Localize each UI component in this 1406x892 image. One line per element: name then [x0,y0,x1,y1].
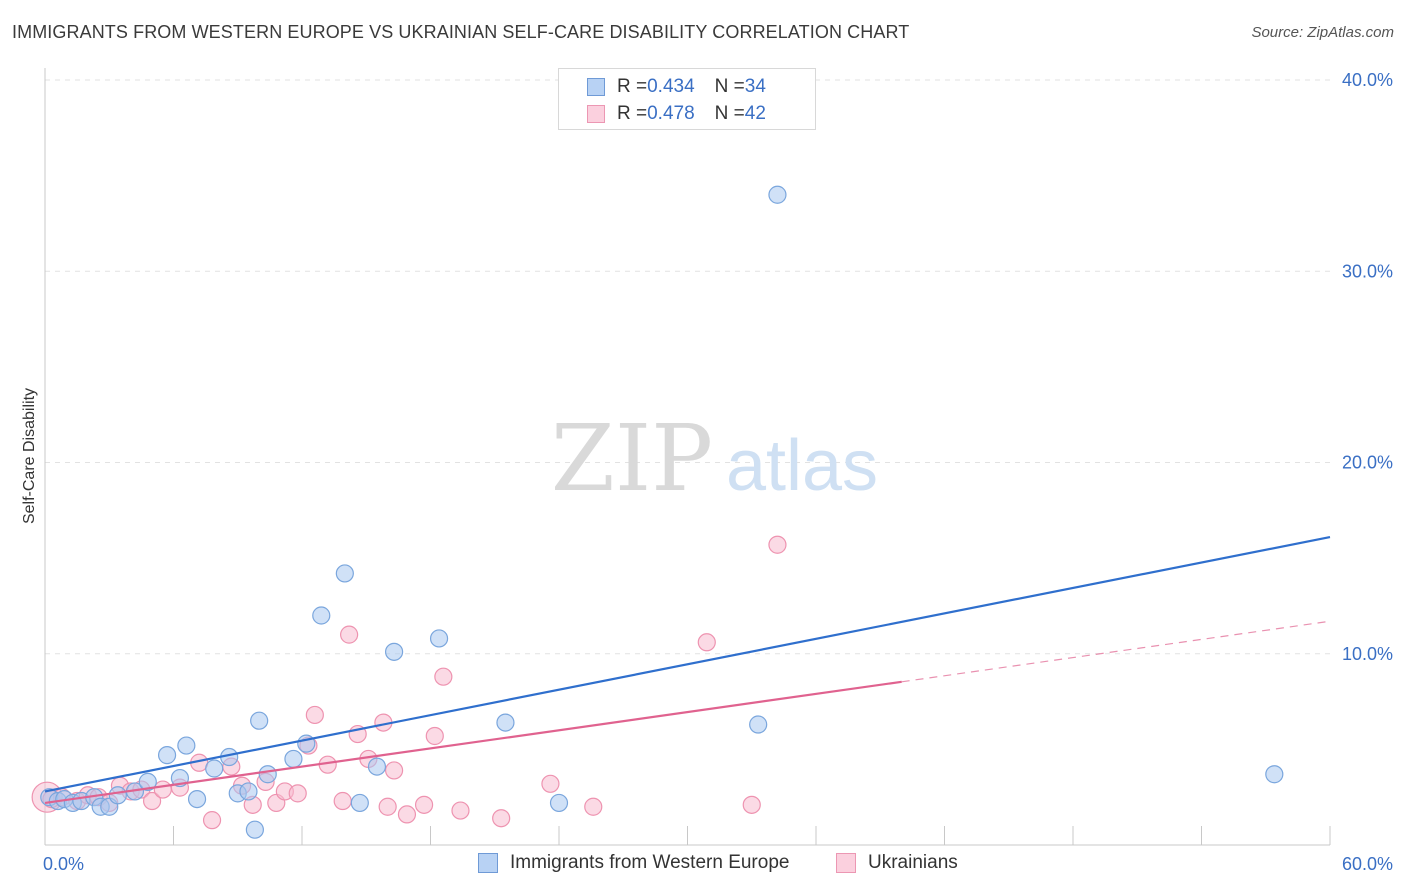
data-point [742,795,761,814]
data-point [153,780,172,799]
axes [44,68,1331,846]
n-label: N = [714,103,745,124]
n-value: 42 [744,103,766,124]
data-point [205,759,224,778]
pink-swatch [587,105,605,123]
data-point [333,791,352,811]
data-point [367,757,387,776]
data-point [384,761,404,780]
legend-label: Immigrants from Western Europe [510,852,790,873]
data-point [749,715,768,734]
n-value: 34 [744,76,766,97]
data-point [108,786,127,805]
data-point [434,667,453,686]
data-point [157,746,177,765]
data-point [187,789,207,809]
r-label: R = [617,103,648,124]
trend-line-ukrainians [44,680,902,805]
legend-row-ukrainians: R = 0.478 N = 42 [587,102,766,126]
data-point [768,185,787,204]
y-tick-label: 10.0% [1342,644,1393,664]
legend-label: Ukrainians [868,852,958,873]
blue-swatch [587,78,605,96]
data-point [549,793,569,813]
data-point [496,713,515,732]
watermark: ZIP atlas [551,405,878,512]
data-point [288,784,307,803]
legend-item-ukrainians[interactable]: Ukrainians [836,852,958,874]
data-point [138,772,157,791]
tick-labels: 10.0% 20.0% 30.0% 40.0% 0.0% 60.0% [43,70,1393,874]
data-point [335,564,354,583]
data-point [305,705,324,725]
data-point [584,797,603,816]
legend-row-western-europe: R = 0.434 N = 34 [587,75,766,99]
r-value: 0.434 [647,76,695,97]
data-point [202,811,222,830]
data-point [258,765,277,784]
data-point [284,749,303,769]
data-point [142,791,162,811]
data-point [384,642,404,661]
data-point [350,793,369,813]
n-label: N = [714,76,745,97]
series-legend: Immigrants from Western Europe Ukrainian… [0,852,1406,878]
y-tick-label: 20.0% [1342,453,1393,473]
data-point [697,633,716,652]
watermark-zip: ZIP [551,405,713,512]
trend-line-ukrainians-extrapolated [901,620,1331,683]
data-point [414,795,434,814]
watermark-atlas: atlas [726,426,878,506]
data-point [239,782,258,801]
data-point [768,535,787,554]
data-point [245,820,264,839]
pink-swatch [836,853,856,873]
data-point [378,797,397,816]
r-value: 0.478 [647,103,695,124]
trend-lines [44,536,1331,805]
data-point [541,774,560,793]
data-point [312,606,331,625]
chart-title: IMMIGRANTS FROM WESTERN EUROPE VS UKRAIN… [12,22,910,42]
y-tick-label: 30.0% [1342,261,1393,281]
grid [45,79,1330,655]
stats-legend: R = 0.434 N = 34 R = 0.478 N = 42 [558,68,816,130]
data-point [425,726,444,746]
source-label: Source: ZipAtlas.com [1251,24,1394,41]
blue-swatch [478,853,498,873]
x-tick-label: 0.0% [43,854,84,874]
data-point [429,629,449,648]
y-tick-label: 40.0% [1342,70,1393,90]
data-point [492,809,511,828]
data-point [177,736,196,755]
data-point [397,805,417,824]
data-point [1265,765,1284,784]
data-point [451,801,470,820]
series-western-europe [40,185,1284,839]
data-point [250,711,269,730]
legend-item-western-europe[interactable]: Immigrants from Western Europe [478,852,789,874]
r-label: R = [617,76,648,97]
trend-line-western-europe [44,536,1331,793]
x-tick-label: 60.0% [1342,854,1393,874]
data-point [340,625,359,644]
